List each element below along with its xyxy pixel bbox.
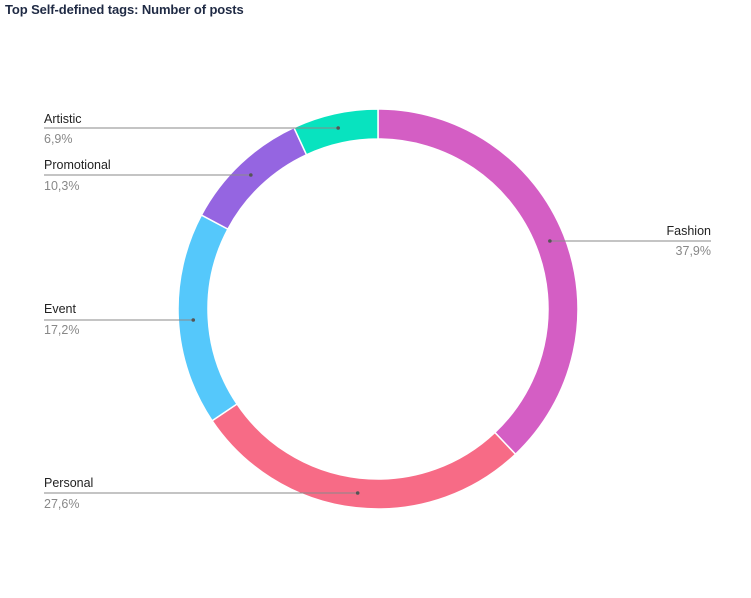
leader-dot-personal [355,491,360,495]
label-event: Event [44,302,76,316]
label-artistic: Artistic [44,112,82,126]
slice-promotional[interactable] [200,126,308,231]
percent-personal: 27,6% [44,497,79,511]
label-personal: Personal [44,476,93,490]
leader-lines-group [44,126,711,495]
percent-promotional: 10,3% [44,179,79,193]
slice-artistic[interactable] [292,108,379,156]
slices-group [177,108,579,510]
leader-dot-artistic [336,126,340,130]
leader-dot-fashion [548,239,552,243]
percent-fashion: 37,9% [676,244,711,258]
leader-dot-event [191,318,196,322]
percent-artistic: 6,9% [44,132,73,146]
labels-group: Fashion 37,9% Personal 27,6% Event 17,2% Promo… [44,112,711,511]
leader-dot-promotional [249,173,253,177]
slice-fashion[interactable] [377,108,579,456]
label-promotional: Promotional [44,158,111,172]
chart-title: Top Self-defined tags: Number of posts [5,2,244,17]
slice-event[interactable] [177,214,239,422]
label-fashion: Fashion [667,224,712,238]
percent-event: 17,2% [44,323,79,337]
